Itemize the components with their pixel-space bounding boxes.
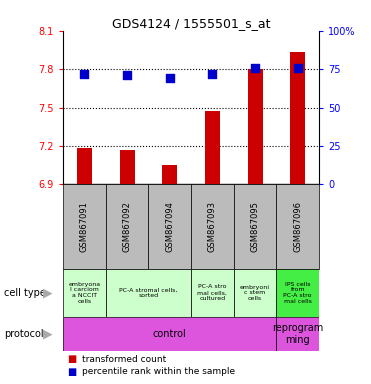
Bar (63, 269, 106, 317)
Text: transformed count: transformed count (82, 354, 166, 364)
Text: ■: ■ (67, 367, 76, 377)
Bar (119, 150, 135, 184)
Bar (191, 269, 234, 317)
Bar (106, 184, 148, 269)
Text: embryona
l carciom
a NCCIT
cells: embryona l carciom a NCCIT cells (68, 281, 101, 304)
Bar (148, 184, 191, 269)
Text: ▶: ▶ (43, 328, 52, 341)
Text: GSM867092: GSM867092 (122, 201, 132, 252)
Text: IPS cells
from
PC-A stro
mal cells: IPS cells from PC-A stro mal cells (283, 281, 312, 304)
Bar (276, 184, 319, 269)
Bar (205, 111, 220, 184)
Bar (63, 184, 106, 269)
Text: PC-A stromal cells,
sorted: PC-A stromal cells, sorted (119, 287, 178, 298)
Bar (63, 317, 276, 351)
Text: GSM867094: GSM867094 (165, 201, 174, 252)
Point (82, 71, 88, 77)
Point (295, 65, 301, 71)
Bar (191, 184, 234, 269)
Bar (290, 53, 305, 184)
Point (167, 75, 173, 81)
Text: GSM867096: GSM867096 (293, 201, 302, 252)
Text: GSM867095: GSM867095 (250, 201, 260, 252)
Text: ▶: ▶ (43, 286, 52, 299)
Text: PC-A stro
mal cells,
cultured: PC-A stro mal cells, cultured (197, 285, 227, 301)
Text: GSM867093: GSM867093 (208, 201, 217, 252)
Bar (276, 317, 319, 351)
Bar (106, 269, 191, 317)
Text: ■: ■ (67, 354, 76, 364)
Bar (234, 184, 276, 269)
Point (252, 65, 258, 71)
Text: percentile rank within the sample: percentile rank within the sample (82, 367, 235, 376)
Text: GSM867091: GSM867091 (80, 201, 89, 252)
Bar (247, 69, 263, 184)
Bar (276, 269, 319, 317)
Title: GDS4124 / 1555501_s_at: GDS4124 / 1555501_s_at (112, 17, 270, 30)
Bar (77, 149, 92, 184)
Text: protocol: protocol (4, 329, 43, 339)
Point (124, 72, 130, 78)
Bar (162, 165, 177, 184)
Bar (234, 269, 276, 317)
Text: control: control (153, 329, 187, 339)
Text: cell type: cell type (4, 288, 46, 298)
Point (210, 71, 216, 77)
Text: reprogram
ming: reprogram ming (272, 323, 324, 345)
Text: embryoni
c stem
cells: embryoni c stem cells (240, 285, 270, 301)
